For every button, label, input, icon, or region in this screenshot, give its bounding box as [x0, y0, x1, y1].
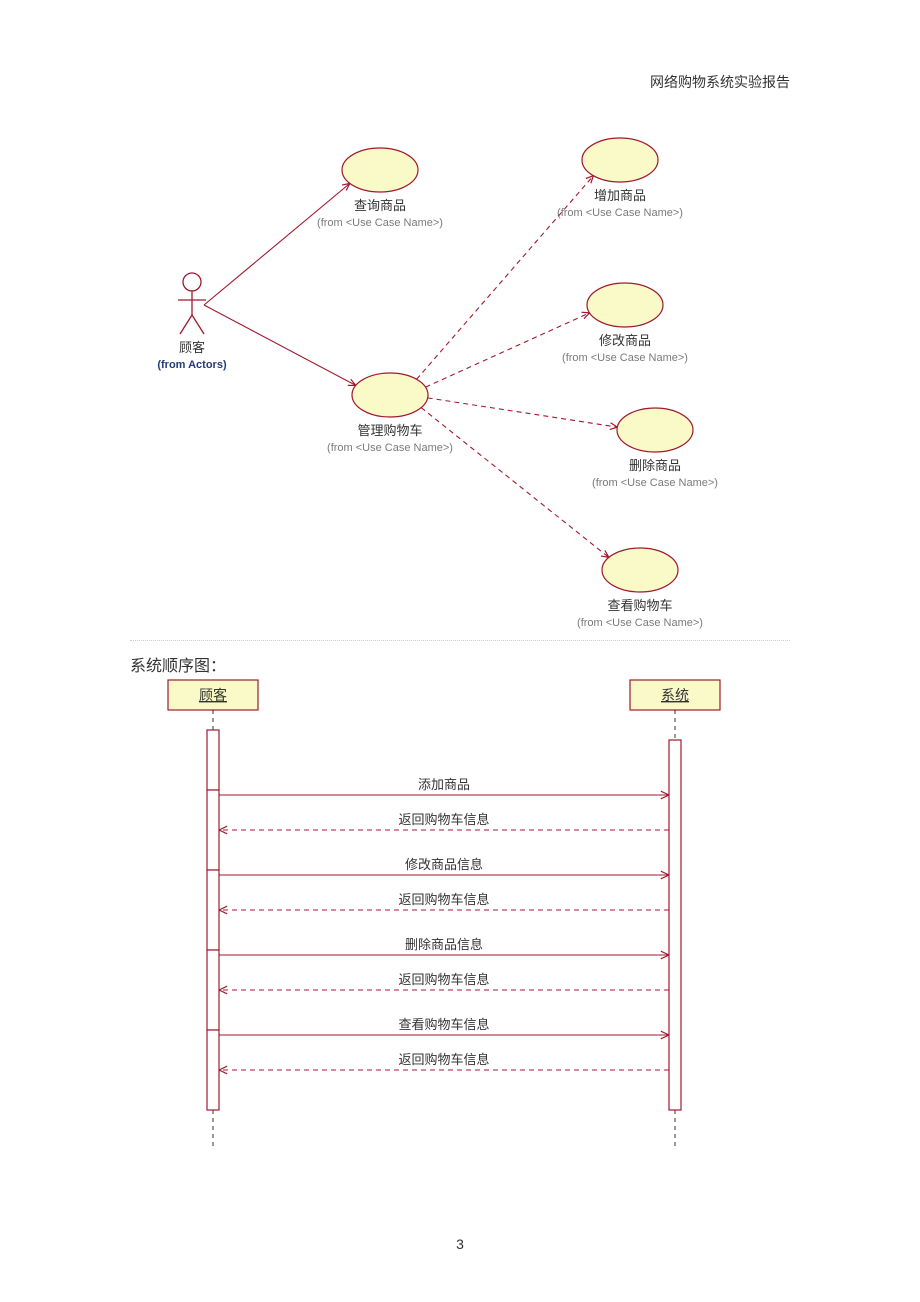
message-label: 返回购物车信息 [398, 1052, 489, 1067]
message-label: 修改商品信息 [405, 857, 483, 872]
message-label: 返回购物车信息 [398, 812, 489, 827]
sequence-diagram: 顾客 系统添加商品返回购物车信息修改商品信息返回购物车信息删除商品信息返回购物车信… [0, 0, 920, 1302]
message-label: 添加商品 [418, 777, 470, 792]
message-label: 返回购物车信息 [398, 892, 489, 907]
message-label: 返回购物车信息 [398, 972, 489, 987]
lifeline-label: 系统 [661, 687, 689, 703]
message-label: 查看购物车信息 [398, 1017, 489, 1032]
message-label: 删除商品信息 [405, 937, 483, 952]
lifeline-label: 顾客 [199, 687, 227, 703]
